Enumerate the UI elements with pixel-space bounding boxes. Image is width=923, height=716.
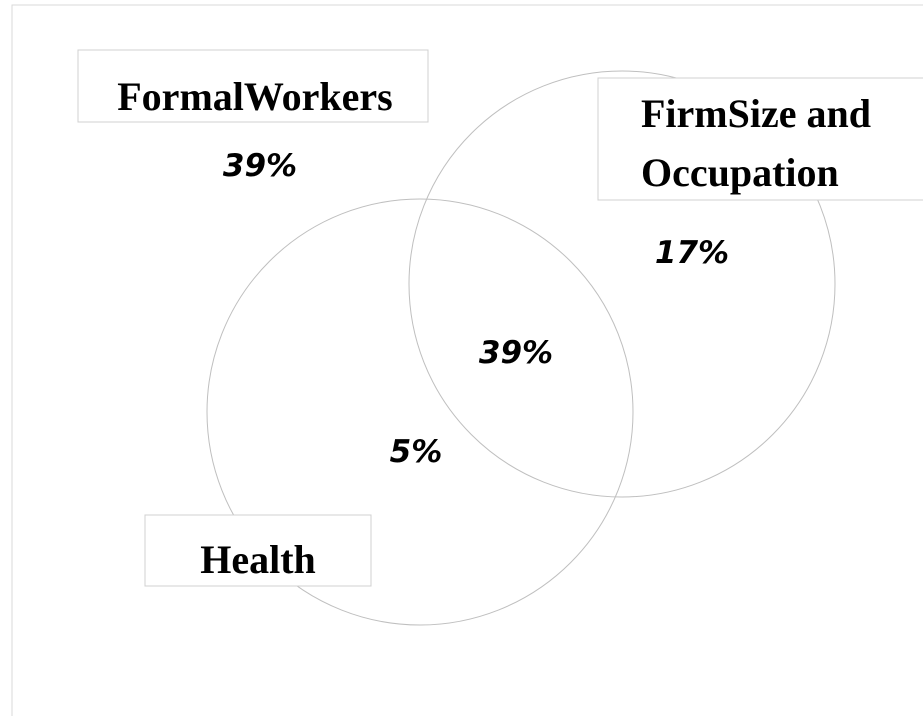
label-box — [597, 77, 923, 201]
frame — [11, 4, 923, 716]
label-box — [144, 514, 372, 587]
health-circle — [206, 198, 634, 626]
label-box — [77, 49, 429, 123]
set-label: Health — [200, 537, 316, 582]
set-label: FirmSize and — [641, 91, 871, 136]
set-label: Occupation — [641, 150, 839, 195]
share-label: 39% — [479, 335, 553, 371]
set-label: FormalWorkers — [117, 74, 393, 119]
share-label: 5% — [390, 434, 443, 470]
share-label: 17% — [655, 235, 729, 271]
share-label: 39% — [223, 148, 297, 184]
firmsize-circle — [408, 70, 836, 498]
